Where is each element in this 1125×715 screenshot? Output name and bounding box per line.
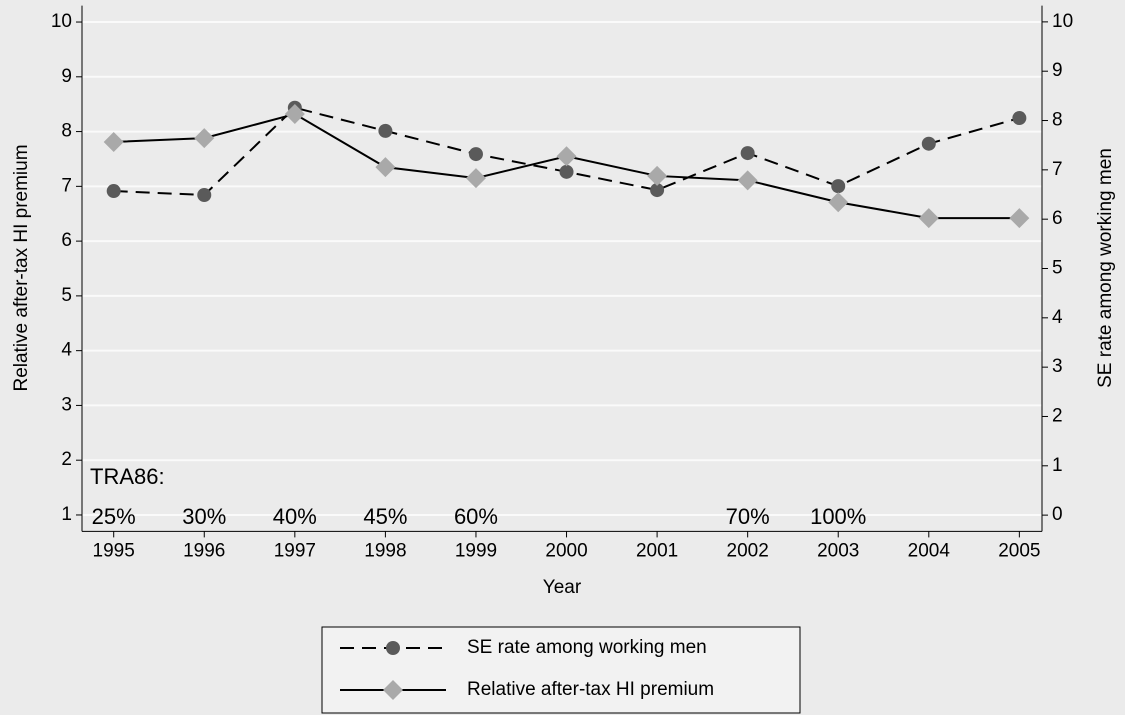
y2-tick-label: 8: [1052, 110, 1063, 131]
x-tick-label: 1998: [364, 540, 406, 561]
y-tick-label: 1: [61, 504, 72, 525]
y-tick-label: 9: [61, 66, 72, 87]
y-tick-label: 3: [61, 394, 72, 415]
y-tick-label: 8: [61, 121, 72, 142]
y-tick-label: 6: [61, 230, 72, 251]
y-axis-label: Relative after-tax HI premium: [11, 144, 32, 391]
marker: [828, 192, 849, 213]
marker: [831, 179, 846, 194]
legend-label: SE rate among working men: [467, 637, 707, 658]
annotation: 45%: [363, 504, 407, 529]
marker: [465, 168, 486, 189]
x-tick-label: 2005: [998, 540, 1040, 561]
annotation: 60%: [454, 504, 498, 529]
y-tick-label: 2: [61, 449, 72, 470]
x-axis-label: Year: [543, 577, 582, 598]
marker: [740, 146, 755, 161]
x-tick-label: 1997: [274, 540, 316, 561]
x-tick-label: 2002: [727, 540, 769, 561]
marker: [103, 131, 124, 152]
y-tick-label: 10: [51, 11, 72, 32]
annotation: 30%: [182, 504, 226, 529]
marker: [197, 188, 212, 203]
y2-tick-label: 5: [1052, 258, 1063, 279]
y-tick-label: 5: [61, 285, 72, 306]
annotation: 25%: [92, 504, 136, 529]
marker: [918, 208, 939, 229]
marker: [284, 104, 305, 125]
annotation: 70%: [726, 504, 770, 529]
y2-tick-label: 0: [1052, 504, 1063, 525]
legend-label: Relative after-tax HI premium: [467, 679, 714, 700]
marker: [468, 147, 483, 162]
y2-tick-label: 9: [1052, 60, 1063, 81]
marker: [106, 184, 121, 199]
annotation-heading: TRA86:: [90, 464, 165, 489]
x-tick-label: 1996: [183, 540, 225, 561]
marker: [737, 170, 758, 191]
marker: [556, 146, 577, 167]
y-tick-label: 7: [61, 175, 72, 196]
marker: [921, 136, 936, 151]
x-tick-label: 2000: [545, 540, 587, 561]
x-tick-label: 2004: [908, 540, 951, 561]
marker: [1009, 208, 1030, 229]
marker: [378, 123, 393, 138]
y2-tick-label: 1: [1052, 455, 1063, 476]
y2-tick-label: 7: [1052, 159, 1063, 180]
legend-box: [321, 626, 801, 714]
x-tick-label: 2001: [636, 540, 678, 561]
annotation: 100%: [810, 504, 866, 529]
marker: [559, 164, 574, 179]
legend-marker: [383, 680, 403, 700]
y2-tick-label: 10: [1052, 11, 1073, 32]
y2-axis-label: SE rate among working men: [1095, 148, 1116, 388]
marker: [647, 165, 668, 186]
y2-tick-label: 4: [1052, 307, 1063, 328]
marker: [1012, 111, 1027, 126]
x-tick-label: 2003: [817, 540, 859, 561]
marker: [375, 157, 396, 178]
annotation: 40%: [273, 504, 317, 529]
x-tick-label: 1999: [455, 540, 497, 561]
x-tick-label: 1995: [93, 540, 135, 561]
marker: [194, 128, 215, 149]
y2-tick-label: 3: [1052, 356, 1063, 377]
legend-marker: [386, 641, 400, 655]
y2-tick-label: 2: [1052, 405, 1063, 426]
y2-tick-label: 6: [1052, 208, 1063, 229]
marker: [650, 183, 665, 198]
y-tick-label: 4: [61, 340, 72, 361]
